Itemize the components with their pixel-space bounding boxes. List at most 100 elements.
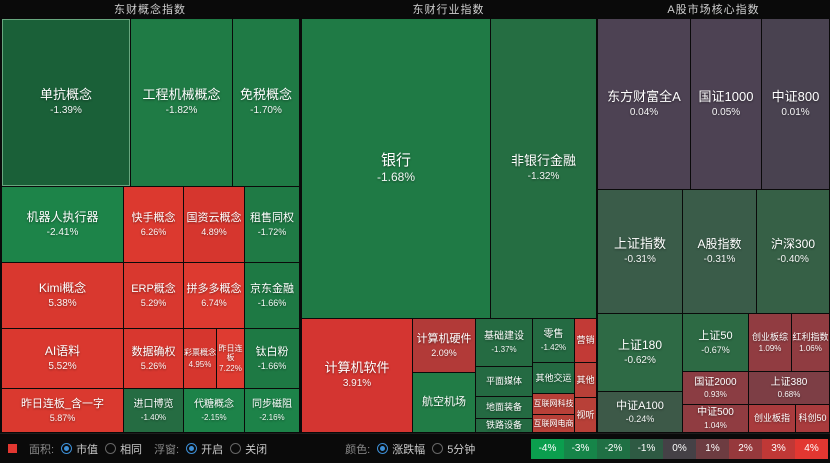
treemap-tile[interactable]: 红利指数 1.06% <box>792 314 829 371</box>
radio-option[interactable]: 5分钟 <box>432 441 475 457</box>
radio-option[interactable]: 开启 <box>186 441 223 457</box>
tile-label: 创业板综 <box>751 331 788 342</box>
radio-circle-icon[interactable] <box>186 443 198 454</box>
treemap-tile[interactable]: 国资云概念 4.89% <box>184 187 244 262</box>
legend-segment: 4% <box>795 438 828 459</box>
tile-label: 互联网电商 <box>533 418 574 428</box>
tile-pct: 4.89% <box>201 226 227 237</box>
tile-pct: -1.39% <box>50 105 82 117</box>
treemap-tile[interactable]: 银行 -1.68% <box>302 19 490 318</box>
treemap-tile[interactable]: 拼多多概念 6.74% <box>184 263 244 328</box>
treemap-tile[interactable]: 中证800 0.01% <box>762 19 829 189</box>
treemap-tile[interactable]: 国证2000 0.93% <box>683 372 748 404</box>
treemap-tile[interactable]: 进口博览 -1.40% <box>124 389 183 432</box>
control-group-label: 面积: <box>29 443 55 456</box>
radio-option[interactable]: 市值 <box>61 441 98 457</box>
control-group: 面积: 市值 相同 <box>29 441 142 457</box>
footer-controls-left: 面积: 市值 相同 浮窗: 开启 关闭 <box>17 441 267 457</box>
treemap-tile[interactable]: 计算机软件 3.91% <box>302 319 412 432</box>
treemap-tile[interactable]: 非银行金融 -1.32% <box>491 19 596 318</box>
treemap-tile[interactable]: 工程机械概念 -1.82% <box>131 19 232 186</box>
treemap-tile[interactable]: 计算机硬件 2.09% <box>413 319 475 372</box>
tile-pct: -0.24% <box>625 414 655 425</box>
tile-label: Kimi概念 <box>38 280 87 295</box>
treemap-tile[interactable]: 钛白粉 -1.66% <box>245 329 299 388</box>
tile-pct: -0.40% <box>777 253 809 265</box>
treemap-tile[interactable]: 上证180 -0.62% <box>598 314 682 391</box>
treemap-tile[interactable]: 创业板综 1.09% <box>749 314 791 371</box>
tile-label: 上证指数 <box>613 236 666 252</box>
treemap-tile[interactable]: 地面装备 <box>476 397 532 418</box>
treemap-tile[interactable]: 免税概念 -1.70% <box>233 19 299 186</box>
treemap-tile[interactable]: 机器人执行器 -2.41% <box>2 187 123 262</box>
color-legend: -4% -3% -2% -1% 0% 1% 2% 3% 4% <box>531 438 828 459</box>
treemap-tile[interactable]: 基础建设 -1.37% <box>476 319 532 366</box>
treemap-tile[interactable]: 上证380 0.68% <box>749 372 829 404</box>
radio-circle-icon[interactable] <box>432 443 444 454</box>
tile-pct: 6.26% <box>140 226 167 237</box>
radio-option-label: 开启 <box>201 443 224 456</box>
treemap-tile[interactable]: 东方财富全A 0.04% <box>598 19 690 189</box>
treemap-tile[interactable]: 视听 <box>575 398 596 432</box>
treemap-tile[interactable]: 其他 <box>575 363 596 397</box>
treemap-tile[interactable]: 租售同权 -1.72% <box>245 187 299 262</box>
radio-option-label: 相同 <box>120 443 143 456</box>
treemap-tile[interactable]: Kimi概念 5.38% <box>2 263 123 328</box>
treemap-tile[interactable]: 科创50 <box>796 405 829 432</box>
treemap-tile[interactable]: 零售 -1.42% <box>533 319 574 362</box>
legend-segment: 3% <box>762 438 795 459</box>
treemap-tile[interactable]: 单抗概念 -1.39% <box>2 19 130 186</box>
treemap-tile[interactable]: 昨日连板 7.22% <box>217 329 244 388</box>
tile-pct: -0.67% <box>701 344 730 355</box>
tile-pct: 4.95% <box>188 359 212 369</box>
treemap-tile[interactable]: 中证500 1.04% <box>683 405 748 432</box>
radio-circle-icon[interactable] <box>230 443 242 454</box>
treemap-tile[interactable]: 互联网电商 <box>533 415 574 432</box>
treemap-tile[interactable]: 互联网科技 <box>533 394 574 414</box>
treemap-tile[interactable]: 数据确权 5.26% <box>124 329 183 388</box>
tile-pct: 0.68% <box>777 390 801 400</box>
treemap-tile[interactable]: 创业板指 <box>749 405 795 432</box>
treemap-tile[interactable]: 彩票概念 4.95% <box>184 329 216 388</box>
tile-label: 平面媒体 <box>485 376 522 387</box>
treemap-tile[interactable]: 沪深300 -0.40% <box>757 190 829 313</box>
treemap-tile[interactable]: 京东金融 -1.66% <box>245 263 299 328</box>
treemap-tile[interactable]: 上证50 -0.67% <box>683 314 748 371</box>
treemap-tile[interactable]: 铁路设备 <box>476 419 532 432</box>
treemap-tile[interactable]: 快手概念 6.26% <box>124 187 183 262</box>
treemap-tile[interactable]: 航空机场 <box>413 373 475 432</box>
radio-circle-icon[interactable] <box>61 443 73 454</box>
legend-segment: 1% <box>696 438 729 459</box>
treemap-tile[interactable]: A股指数 -0.31% <box>683 190 756 313</box>
treemap-tile[interactable]: 中证A100 -0.24% <box>598 392 682 432</box>
control-group-label: 浮窗: <box>154 443 180 456</box>
tile-label: 机器人执行器 <box>26 209 99 224</box>
treemap-tile[interactable]: 平面媒体 <box>476 367 532 396</box>
treemap-tile[interactable]: 代糖概念 -2.15% <box>184 389 244 432</box>
tile-label: A股指数 <box>697 236 742 251</box>
radio-option[interactable]: 关闭 <box>230 441 267 457</box>
treemap-tile[interactable]: AI语料 5.52% <box>2 329 123 388</box>
radio-circle-icon[interactable] <box>377 443 389 454</box>
radio-circle-icon[interactable] <box>105 443 117 454</box>
tile-pct: -1.42% <box>540 342 567 352</box>
treemap-tile[interactable]: 营销 <box>575 319 596 362</box>
tile-label: 工程机械概念 <box>142 87 221 103</box>
treemap-tile[interactable]: 同步磁阻 -2.16% <box>245 389 299 432</box>
tile-pct: -0.31% <box>624 254 656 266</box>
tile-pct: -1.32% <box>527 171 560 183</box>
radio-option-label: 5分钟 <box>447 443 476 456</box>
tile-label: 其他交运 <box>535 372 572 383</box>
treemap-tile[interactable]: 国证1000 0.05% <box>691 19 761 189</box>
treemap-tile[interactable]: 昨日连板_含一字 5.87% <box>2 389 123 432</box>
treemap-tile[interactable]: 其他交运 <box>533 363 574 393</box>
treemap-tile[interactable]: ERP概念 5.29% <box>124 263 183 328</box>
radio-option[interactable]: 涨跌幅 <box>377 441 425 457</box>
radio-option[interactable]: 相同 <box>105 441 142 457</box>
legend-segment: -1% <box>630 438 663 459</box>
tile-label: 互联网科技 <box>533 399 574 409</box>
treemap-tile[interactable]: 上证指数 -0.31% <box>598 190 682 313</box>
radio-option-label: 涨跌幅 <box>392 443 426 456</box>
